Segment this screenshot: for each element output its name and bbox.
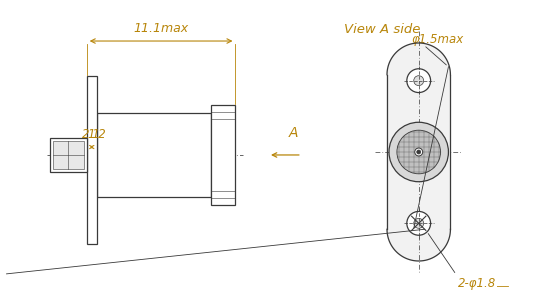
Text: 11.1max: 11.1max — [133, 22, 189, 35]
Text: 2.1: 2.1 — [82, 128, 101, 141]
Circle shape — [389, 122, 449, 182]
Circle shape — [407, 211, 431, 235]
Text: View A side: View A side — [344, 23, 421, 36]
Text: φ1.5max: φ1.5max — [412, 33, 464, 46]
Circle shape — [415, 148, 423, 156]
Bar — [97, 113, 211, 197]
Bar — [211, 105, 235, 205]
Text: A: A — [289, 126, 298, 140]
Bar — [50, 138, 87, 172]
Bar — [87, 76, 97, 244]
Polygon shape — [387, 43, 450, 261]
Circle shape — [414, 218, 424, 228]
Circle shape — [407, 69, 431, 92]
Bar — [53, 141, 84, 169]
Circle shape — [417, 150, 421, 154]
Circle shape — [397, 130, 441, 174]
Text: 2-φ1.8: 2-φ1.8 — [458, 277, 497, 290]
Text: 1.2: 1.2 — [87, 128, 106, 141]
Circle shape — [414, 76, 424, 86]
